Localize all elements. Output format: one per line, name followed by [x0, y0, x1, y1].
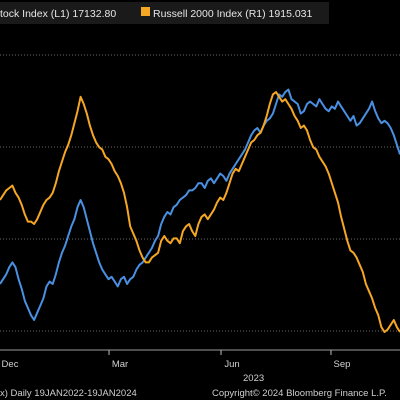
x-tick-label-dec: Dec [2, 359, 19, 370]
footer-copyright: Copyright© 2024 Bloomberg Finance L.P. [212, 388, 387, 399]
legend: tock Index (L1) 17132.80 Russell 2000 In… [0, 2, 329, 24]
x-tick-label-sep: Sep [334, 359, 351, 370]
x-tick-label-mar: Mar [112, 359, 128, 370]
series-line-blue [0, 88, 400, 321]
footer: x) Daily 19JAN2022-19JAN2024 Copyright© … [0, 388, 387, 399]
legend-swatch-orange [141, 7, 150, 16]
legend-label-orange: Russell 2000 Index (R1) 1915.031 [153, 8, 313, 20]
x-axis: Dec Mar Jun Sep [0, 349, 400, 370]
x-tick-label-jun: Jun [224, 359, 239, 370]
series-line-orange [0, 91, 400, 333]
footer-date-range: x) Daily 19JAN2022-19JAN2024 [0, 388, 137, 399]
series-lines [0, 88, 400, 333]
x-axis-year-label: 2023 [243, 373, 264, 384]
legend-background [0, 2, 329, 24]
legend-label-blue: tock Index (L1) 17132.80 [0, 8, 116, 20]
